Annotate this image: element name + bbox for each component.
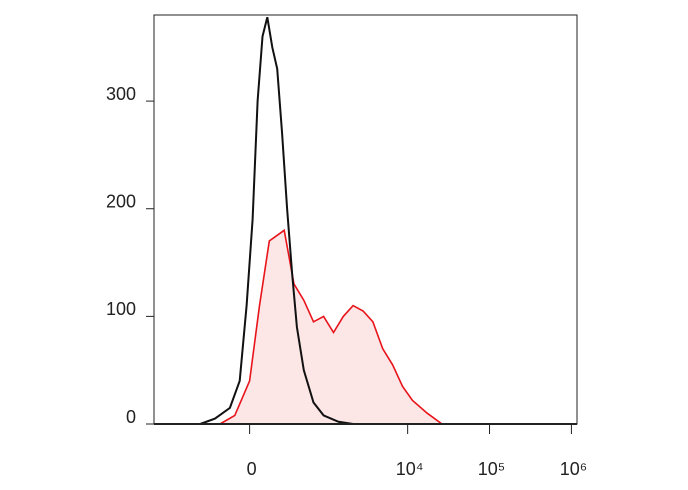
x-tick-label: 0 [247, 459, 257, 479]
y-tick-label: 100 [106, 299, 136, 319]
x-tick-label: 10⁴ [396, 459, 424, 479]
y-tick-label: 200 [106, 191, 136, 211]
x-tick-label: 10⁶ [560, 459, 587, 479]
histogram-line [219, 228, 443, 425]
histogram-area [220, 230, 442, 424]
y-tick-label: 300 [106, 84, 136, 104]
y-tick-label: 0 [126, 407, 136, 427]
x-tick-label: 10⁵ [478, 459, 505, 479]
histogram-line [199, 16, 354, 425]
